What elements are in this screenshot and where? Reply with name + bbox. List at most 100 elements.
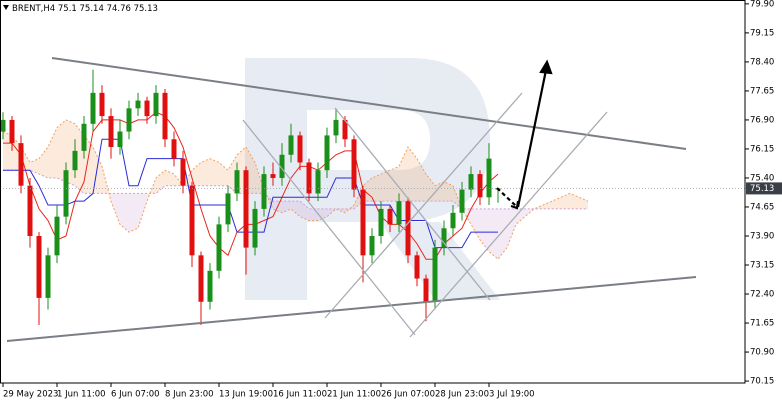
candle-body xyxy=(144,100,150,117)
candle-body xyxy=(216,224,222,271)
candle-body xyxy=(450,212,456,229)
candle-body xyxy=(468,174,474,190)
y-tick-label: 76.90 xyxy=(750,115,774,125)
cloud-segment xyxy=(498,208,507,260)
cloud-segment xyxy=(480,208,489,252)
candle-body xyxy=(351,139,357,190)
x-tick-label: 6 Jun 07:00 xyxy=(111,390,160,400)
x-tick-label: 3 Jul 19:00 xyxy=(489,390,535,400)
y-tick-label: 75.40 xyxy=(750,173,774,183)
upper-trend-line xyxy=(51,57,687,150)
candle-body xyxy=(387,208,393,225)
candle-body xyxy=(396,201,402,225)
cloud-segment xyxy=(219,162,228,186)
x-tick-label: 1 Jun 11:00 xyxy=(57,390,106,400)
y-tick-label: 73.90 xyxy=(750,231,774,241)
candle-body xyxy=(18,143,24,186)
candle-body xyxy=(180,158,186,186)
candle-body xyxy=(459,189,465,213)
header: BRENT,H4 75.1 75.14 74.76 75.13 xyxy=(3,4,158,14)
cloud-segment xyxy=(309,208,318,221)
cloud-segment xyxy=(435,181,444,202)
candle-body xyxy=(81,123,87,151)
candle-body xyxy=(117,131,123,148)
candle-body xyxy=(243,170,249,248)
cloud-segment xyxy=(408,147,417,202)
cloud-segment xyxy=(138,193,147,229)
candle-body xyxy=(423,278,429,302)
cloud-segment xyxy=(165,170,174,186)
candle-body xyxy=(288,135,294,155)
x-tick-label: 8 Jun 23:00 xyxy=(165,390,214,400)
candle-body xyxy=(234,170,240,194)
high-value: 75.14 xyxy=(80,4,104,14)
cloud-segment xyxy=(561,193,570,209)
cloud-segment xyxy=(201,158,210,186)
arrow-head xyxy=(539,59,553,75)
channel-line xyxy=(324,92,523,319)
forecast-arrow-up xyxy=(516,69,548,208)
candle-body xyxy=(135,100,141,109)
candle-body xyxy=(90,92,96,124)
candle-body xyxy=(360,189,366,256)
candle-body xyxy=(306,162,312,194)
cloud-segment xyxy=(300,201,309,221)
channel-line xyxy=(409,111,608,338)
x-tick-label: 29 May 2023 xyxy=(3,390,58,400)
forecast-arrows xyxy=(496,59,553,210)
cloud-segment xyxy=(579,197,588,209)
cloud-segment xyxy=(570,193,579,209)
candle-body xyxy=(333,119,339,136)
y-tick-label: 76.15 xyxy=(750,144,774,154)
y-tick-label: 72.40 xyxy=(750,290,774,300)
candle-body xyxy=(99,92,105,117)
cloud-segment xyxy=(390,166,399,202)
candle-body xyxy=(225,193,231,225)
cloud-segment xyxy=(129,193,138,233)
plot-layers xyxy=(0,69,745,325)
candle-body xyxy=(36,235,42,298)
y-tick-label: 70.90 xyxy=(750,348,774,358)
cloud-segment xyxy=(417,158,426,202)
candle-body xyxy=(486,158,492,198)
y-tick-label: 77.65 xyxy=(750,86,774,96)
forecast-arrow-down xyxy=(496,187,517,207)
candle-body xyxy=(198,255,204,302)
candle-body xyxy=(477,174,483,198)
open-value: 75.1 xyxy=(58,4,77,14)
trend-lines xyxy=(6,57,697,342)
channel-line xyxy=(334,107,491,301)
candle-body xyxy=(324,135,330,171)
candle-body xyxy=(189,185,195,256)
candle-body xyxy=(171,139,177,159)
candle-body xyxy=(207,270,213,302)
y-tick-label: 74.65 xyxy=(750,202,774,212)
cloud-segment xyxy=(291,201,300,217)
cloud-segment xyxy=(444,181,453,202)
candle-body xyxy=(9,119,15,144)
cloud-segment xyxy=(543,201,552,209)
low-value: 74.76 xyxy=(107,4,131,14)
x-tick-label: 13 Jun 19:00 xyxy=(219,390,273,400)
cloud-segment xyxy=(30,158,39,175)
candle-body xyxy=(315,170,321,194)
y-tick-label: 71.65 xyxy=(750,319,774,329)
candle-body xyxy=(279,154,285,178)
cloud-segment xyxy=(48,127,57,178)
candle-body xyxy=(441,228,447,248)
candle-body xyxy=(261,174,267,209)
x-tick-label: 16 Jun 11:00 xyxy=(273,390,327,400)
y-tick-label: 78.40 xyxy=(750,57,774,67)
y-tick-label: 79.90 xyxy=(750,0,774,9)
cloud-segment xyxy=(489,208,498,260)
cloud-segment xyxy=(552,197,561,209)
candle-body xyxy=(378,208,384,236)
candle-body xyxy=(153,92,159,117)
cloud-segment xyxy=(102,166,111,202)
symbol: BRENT,H4 xyxy=(12,4,55,14)
channel-lines xyxy=(242,92,608,338)
candle-body xyxy=(162,92,168,140)
candle-body xyxy=(369,235,375,256)
